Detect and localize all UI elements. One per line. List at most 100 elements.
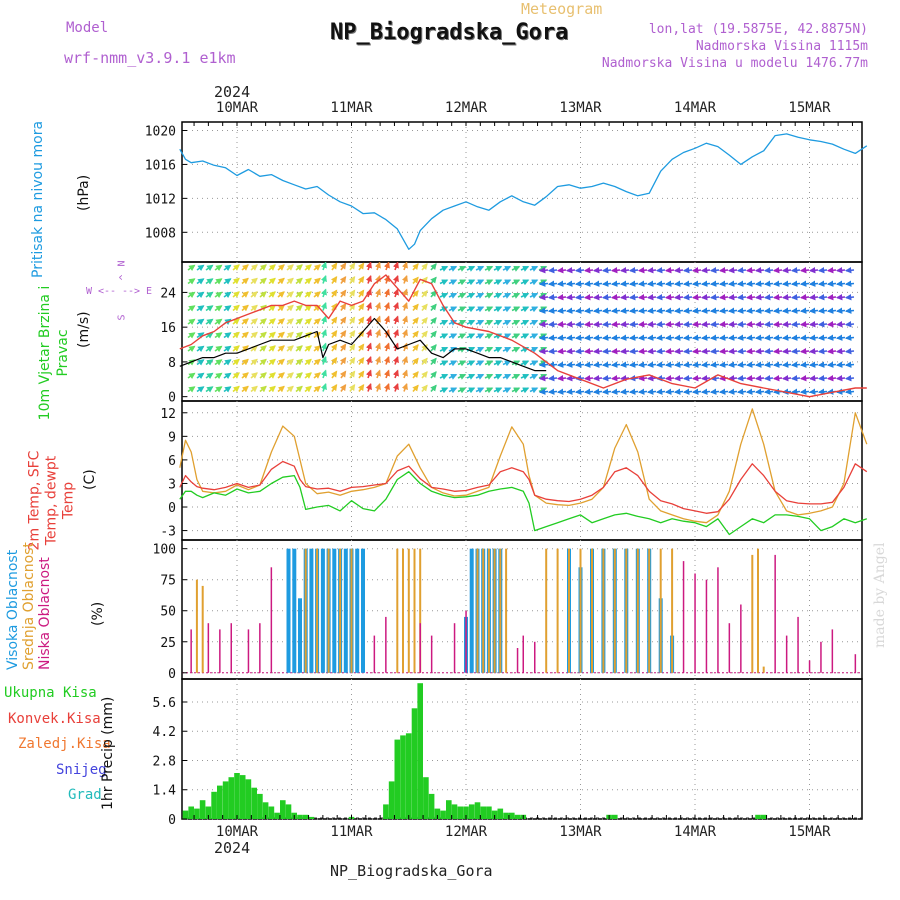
wind-arrow bbox=[268, 291, 276, 298]
compass-north: N bbox=[116, 260, 128, 267]
wind-arrow bbox=[817, 294, 828, 301]
wind-arrow bbox=[304, 304, 312, 312]
wind-arrow bbox=[637, 348, 648, 355]
wind-arrow bbox=[799, 361, 810, 368]
wind-arrow bbox=[529, 373, 539, 380]
wind-arrow bbox=[448, 292, 458, 299]
wind-arrow bbox=[637, 267, 648, 274]
wind-arrow bbox=[241, 331, 249, 339]
wind-arrow bbox=[365, 274, 372, 284]
wind-arrow bbox=[592, 334, 603, 341]
wind-arrow bbox=[538, 361, 549, 368]
precip-bar bbox=[280, 800, 286, 819]
wind-arrow bbox=[365, 342, 372, 352]
wind-arrow bbox=[529, 360, 539, 367]
wind-arrow bbox=[682, 321, 693, 328]
precip-bar bbox=[400, 735, 406, 819]
wind-arrow bbox=[339, 330, 347, 338]
lonlat-label: lon,lat (19.5875E, 42.8875N) bbox=[648, 22, 868, 37]
wind-arrow bbox=[637, 307, 648, 314]
wind-arrow bbox=[295, 264, 303, 271]
cloud-low-bar bbox=[694, 573, 696, 673]
wind-arrow bbox=[484, 306, 494, 313]
wind-arrow bbox=[339, 316, 347, 325]
footer-station: NP_Biogradska_Gora bbox=[330, 862, 493, 880]
wind-arrow bbox=[808, 321, 819, 328]
wind-arrow bbox=[691, 307, 702, 314]
wind-arrow bbox=[511, 333, 521, 340]
wind-arrow bbox=[844, 321, 855, 328]
wind-arrow bbox=[736, 267, 747, 274]
cloud-mid-bar bbox=[545, 548, 548, 673]
wind-arrow bbox=[313, 345, 321, 352]
wind-arrow bbox=[268, 345, 276, 352]
wind-arrow bbox=[339, 303, 347, 311]
wind-arrow bbox=[529, 292, 539, 299]
precip-bar bbox=[211, 791, 217, 819]
wind-arrow bbox=[619, 294, 630, 301]
y-tick-label: 1.4 bbox=[153, 784, 177, 799]
wind-arrow bbox=[637, 321, 648, 328]
cloud-mid-bar bbox=[304, 548, 307, 673]
wind-arrow bbox=[277, 291, 285, 298]
wind-arrow bbox=[835, 361, 846, 368]
precip-bar bbox=[285, 804, 292, 819]
wind-arrow bbox=[709, 280, 720, 287]
wind-arrow bbox=[601, 321, 612, 328]
wind-arrow bbox=[313, 385, 321, 393]
cloud-mid-bar bbox=[327, 548, 330, 673]
wind-arrow bbox=[196, 372, 205, 380]
wind-arrow bbox=[736, 321, 747, 328]
cloud-low-bar bbox=[717, 567, 719, 673]
wind-arrow bbox=[187, 305, 196, 312]
precip-bar bbox=[383, 804, 389, 819]
wind-arrow bbox=[808, 361, 819, 368]
wind-arrow bbox=[826, 348, 837, 355]
wind-arrow bbox=[214, 318, 223, 326]
wind-arrow bbox=[457, 333, 467, 340]
wind-arrow bbox=[401, 355, 408, 365]
y-tick-label: -3 bbox=[160, 525, 176, 540]
wind-arrow bbox=[286, 264, 294, 271]
wind-arrow bbox=[745, 321, 756, 328]
wind-arrow bbox=[223, 359, 232, 366]
wind-arrow bbox=[556, 388, 567, 395]
wind-arrow bbox=[520, 319, 530, 326]
wind-arrow bbox=[835, 267, 846, 274]
cloud-low-bar bbox=[785, 635, 788, 673]
wind-arrow bbox=[619, 375, 630, 382]
wind-arrow bbox=[826, 280, 837, 287]
dewpoint-line bbox=[179, 471, 868, 536]
wind-arrow bbox=[736, 375, 747, 382]
wind-arrow bbox=[709, 294, 720, 301]
wind-arrow bbox=[619, 388, 630, 395]
x-tick-label-bottom: 10MAR bbox=[216, 824, 259, 840]
cloud-low-bar bbox=[808, 660, 811, 673]
wind-arrow bbox=[646, 348, 657, 355]
wind-arrow bbox=[250, 304, 258, 312]
wind-arrow bbox=[547, 307, 558, 314]
wind-arrow bbox=[401, 369, 408, 379]
wind-arrow bbox=[556, 361, 567, 368]
cloud-low-bar bbox=[259, 623, 261, 673]
wind-arrow bbox=[484, 360, 494, 367]
compass-south: S bbox=[116, 314, 128, 321]
cloud-mid-bar bbox=[482, 548, 485, 673]
wind-arrow bbox=[565, 294, 576, 301]
cloud-mid-bar bbox=[505, 548, 508, 673]
wind-arrow bbox=[538, 375, 549, 382]
compass-arrow-up: ^ bbox=[118, 274, 130, 281]
wind-arrow bbox=[295, 277, 303, 285]
wind-arrow bbox=[365, 355, 372, 365]
wind-arrow bbox=[745, 334, 756, 341]
cloud-mid-bar bbox=[413, 548, 416, 673]
cloud-mid-bar bbox=[591, 548, 593, 673]
wind-arrow bbox=[268, 264, 276, 271]
wind-arrow bbox=[484, 265, 494, 272]
precip-bar bbox=[417, 683, 423, 819]
wind-arrow bbox=[357, 384, 365, 392]
wind-arrow bbox=[673, 361, 684, 368]
wind-arrow bbox=[709, 361, 720, 368]
wind-arrow bbox=[754, 388, 765, 395]
wind-arrow bbox=[286, 331, 294, 339]
